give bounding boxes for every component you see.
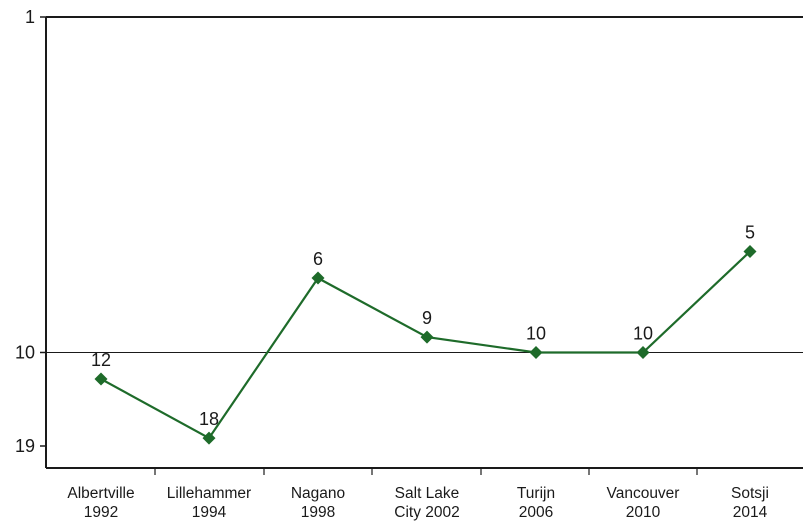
data-label: 12 bbox=[91, 350, 111, 370]
x-category-label: Turijn 2006 bbox=[517, 485, 555, 521]
x-category-label: Albertville 1992 bbox=[67, 485, 134, 521]
x-axis-ticks bbox=[154, 468, 698, 475]
data-label: 5 bbox=[745, 222, 755, 242]
y-tick-label: 19 bbox=[15, 436, 35, 456]
plot-frame bbox=[45, 16, 803, 469]
data-labels: 12 18 6 9 10 10 5 bbox=[91, 222, 755, 429]
data-point-marker bbox=[202, 431, 216, 445]
x-category-label: Nagano 1998 bbox=[291, 485, 345, 521]
data-point-marker bbox=[94, 372, 108, 386]
y-axis-ticks: 1 10 19 bbox=[15, 7, 46, 456]
data-point-marker bbox=[743, 244, 757, 258]
y-tick-label: 10 bbox=[15, 342, 35, 362]
x-category-label: Vancouver 2010 bbox=[607, 485, 680, 521]
data-point-marker bbox=[311, 271, 325, 285]
data-point-marker bbox=[529, 345, 543, 359]
data-label: 10 bbox=[526, 323, 546, 343]
series-markers bbox=[94, 244, 757, 445]
x-category-label: Lillehammer 1994 bbox=[167, 485, 251, 521]
data-label: 18 bbox=[199, 409, 219, 429]
y-tick-label: 1 bbox=[25, 7, 35, 27]
data-point-marker bbox=[636, 345, 650, 359]
x-category-label: Salt Lake City 2002 bbox=[394, 485, 459, 521]
data-label: 9 bbox=[422, 308, 432, 328]
data-point-marker bbox=[420, 330, 434, 344]
data-label: 10 bbox=[633, 323, 653, 343]
x-axis-labels: Albertville 1992 Lillehammer 1994 Nagano 1998… bbox=[67, 485, 769, 521]
data-label: 6 bbox=[313, 249, 323, 269]
x-category-label: Sotsji 2014 bbox=[731, 485, 769, 521]
